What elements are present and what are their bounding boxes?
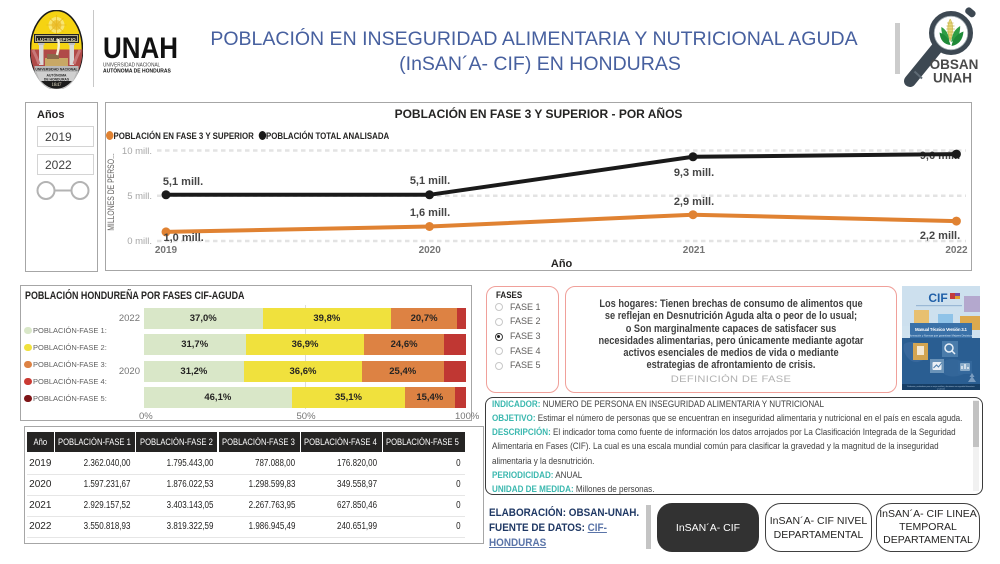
svg-text:AUTÓNOMA: AUTÓNOMA — [47, 72, 68, 77]
svg-text:OBSAN: OBSAN — [930, 57, 979, 72]
svg-text:UNIVERSIDAD NACIONAL: UNIVERSIDAD NACIONAL — [35, 68, 77, 72]
svg-text:1847: 1847 — [52, 83, 63, 88]
svg-text:Evidencia y estándares para un: Evidencia y estándares para un mejor aná… — [907, 385, 974, 388]
svg-text:LUCEM ASPICIO: LUCEM ASPICIO — [37, 37, 76, 42]
svg-text:UNAH: UNAH — [933, 71, 972, 86]
svg-text:y nutrición: y nutrición — [936, 387, 944, 390]
svg-text:Manual Técnico Versión 3.1: Manual Técnico Versión 3.1 — [915, 327, 968, 332]
svg-text:CIF: CIF — [928, 291, 947, 305]
svg-text:DE HONDURAS: DE HONDURAS — [44, 77, 70, 81]
svg-text:Información y Normas que garan: Información y Normas que garantizan Mejo… — [907, 333, 974, 337]
